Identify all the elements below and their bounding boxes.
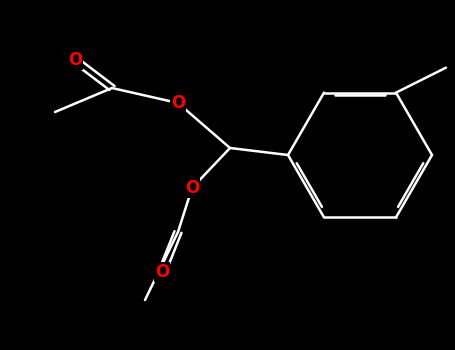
Text: O: O [171, 94, 185, 112]
Text: O: O [68, 51, 82, 69]
Text: O: O [185, 179, 199, 197]
Text: O: O [155, 263, 169, 281]
